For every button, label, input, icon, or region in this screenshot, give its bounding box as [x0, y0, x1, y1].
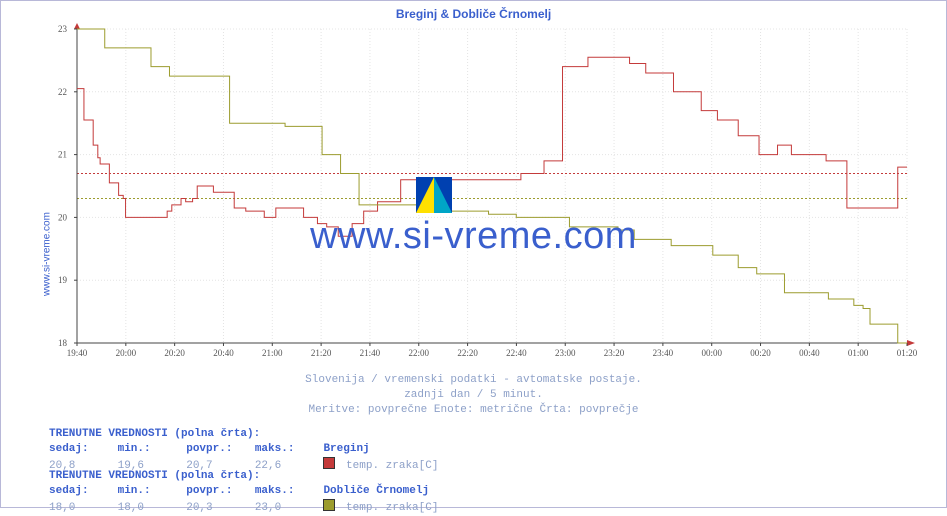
svg-text:00:00: 00:00 [701, 348, 722, 358]
svg-text:23: 23 [58, 24, 68, 34]
svg-text:01:20: 01:20 [897, 348, 918, 358]
svg-text:01:00: 01:00 [848, 348, 869, 358]
stats-header: TRENUTNE VREDNOSTI (polna črta): [49, 427, 453, 442]
stats-label-povpr: povpr.: [186, 442, 248, 457]
svg-text:22:20: 22:20 [457, 348, 478, 358]
chart-caption: Slovenija / vremenski podatki - avtomats… [1, 373, 946, 418]
svg-text:21:40: 21:40 [360, 348, 381, 358]
stats-block-2: TRENUTNE VREDNOSTI (polna črta): sedaj: … [49, 469, 453, 516]
stats-label-sedaj: sedaj: [49, 484, 111, 499]
svg-text:20:40: 20:40 [213, 348, 234, 358]
svg-text:20:20: 20:20 [164, 348, 185, 358]
stats-val-sedaj: 18,0 [49, 501, 111, 516]
stats-label-min: min.: [118, 484, 180, 499]
caption-line-2: zadnji dan / 5 minut. [1, 388, 946, 403]
svg-text:18: 18 [58, 338, 68, 348]
watermark-logo-icon [416, 177, 452, 213]
stats-val-min: 18,0 [118, 501, 180, 516]
stats-val-povpr: 20,3 [186, 501, 248, 516]
stats-block-1: TRENUTNE VREDNOSTI (polna črta): sedaj: … [49, 427, 453, 474]
chart-container: www.si-vreme.com Breginj & Dobliče Črnom… [0, 0, 947, 508]
svg-text:19: 19 [58, 275, 68, 285]
stats-series-name: Dobliče Črnomelj [323, 484, 453, 499]
legend-swatch-icon [323, 499, 335, 511]
svg-text:23:00: 23:00 [555, 348, 576, 358]
legend-swatch-icon [323, 457, 335, 469]
stats-header: TRENUTNE VREDNOSTI (polna črta): [49, 469, 453, 484]
stats-series-name: Breginj [323, 442, 453, 457]
svg-text:00:20: 00:20 [750, 348, 771, 358]
svg-text:20:00: 20:00 [116, 348, 137, 358]
svg-text:22:00: 22:00 [409, 348, 430, 358]
svg-text:21:20: 21:20 [311, 348, 332, 358]
watermark-text: www.si-vreme.com [1, 215, 946, 258]
stats-label-maks: maks.: [255, 442, 317, 457]
caption-line-1: Slovenija / vremenski podatki - avtomats… [1, 373, 946, 388]
plot-area: 18192021222319:4020:0020:2020:4021:0021:… [71, 25, 921, 361]
svg-text:22:40: 22:40 [506, 348, 527, 358]
stats-label-povpr: povpr.: [186, 484, 248, 499]
caption-line-3: Meritve: povprečne Enote: metrične Črta:… [1, 403, 946, 418]
svg-text:19:40: 19:40 [67, 348, 88, 358]
plot-svg: 18192021222319:4020:0020:2020:4021:0021:… [71, 25, 921, 361]
svg-text:00:40: 00:40 [799, 348, 820, 358]
svg-text:23:40: 23:40 [653, 348, 674, 358]
stats-label-min: min.: [118, 442, 180, 457]
svg-text:21: 21 [58, 150, 67, 160]
svg-text:21:00: 21:00 [262, 348, 283, 358]
svg-text:22: 22 [58, 87, 67, 97]
stats-val-maks: 23,0 [255, 501, 317, 516]
stats-label-maks: maks.: [255, 484, 317, 499]
stats-label-sedaj: sedaj: [49, 442, 111, 457]
svg-text:23:20: 23:20 [604, 348, 625, 358]
chart-title: Breginj & Dobliče Črnomelj [1, 7, 946, 21]
